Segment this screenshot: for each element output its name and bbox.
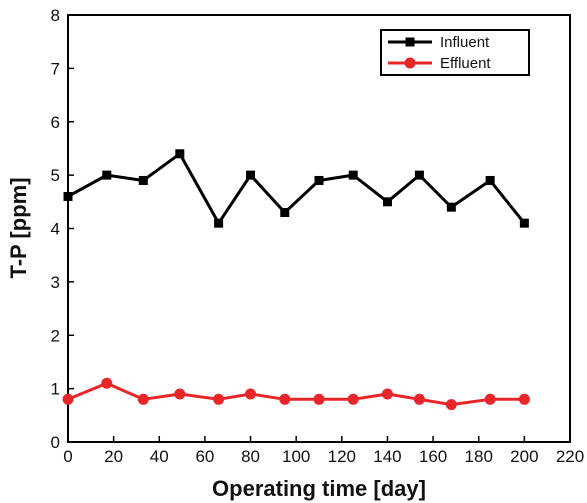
x-tick-label: 120 [328, 447, 356, 466]
effluent-point [445, 399, 457, 411]
effluent-point [347, 393, 359, 405]
influent-point [246, 170, 256, 180]
x-axis-title: Operating time [day] [212, 476, 426, 501]
effluent-point [484, 393, 496, 405]
x-tick-label: 40 [150, 447, 169, 466]
effluent-point [137, 393, 149, 405]
x-tick-label: 0 [63, 447, 72, 466]
series-influent [63, 149, 529, 228]
x-tick-label: 140 [373, 447, 401, 466]
effluent-point [245, 388, 257, 400]
x-tick-label: 100 [282, 447, 310, 466]
influent-point [485, 175, 495, 185]
x-tick-label: 180 [465, 447, 493, 466]
x-tick-label: 20 [104, 447, 123, 466]
plot-frame [67, 14, 571, 443]
influent-point [314, 175, 324, 185]
effluent-point [62, 393, 74, 405]
influent-point [175, 149, 185, 159]
y-tick-label: 1 [51, 380, 60, 399]
influent-point [446, 202, 456, 212]
x-tick-label: 160 [419, 447, 447, 466]
effluent-point [101, 377, 113, 389]
influent-point [414, 170, 424, 180]
series-effluent [62, 377, 530, 411]
legend-item-influent: Influent [388, 34, 490, 51]
influent-point [382, 197, 392, 207]
influent-point [63, 191, 73, 201]
legend-item-effluent: Effluent [388, 55, 491, 72]
influent-point [280, 207, 290, 217]
influent-point [348, 170, 358, 180]
legend-label: Effluent [440, 55, 491, 72]
y-tick-label: 7 [51, 59, 60, 78]
y-tick-label: 3 [51, 273, 60, 292]
effluent-point [279, 393, 291, 405]
y-tick-label: 2 [51, 326, 60, 345]
y-axis-title: T-P [ppm] [6, 177, 31, 278]
legend-marker [405, 37, 415, 47]
axis-ticks: 0 20 40 60 80 100 120 140 160 180 200 220 0 1 2 3 4 5 6 7 8 [51, 6, 585, 466]
effluent-point [518, 393, 530, 405]
legend: Influent Effluent [380, 29, 530, 76]
effluent-point [174, 388, 186, 400]
y-tick-label: 5 [51, 166, 60, 185]
y-tick-label: 6 [51, 113, 60, 132]
effluent-point [213, 393, 225, 405]
influent-point [138, 175, 148, 185]
influent-point [102, 170, 112, 180]
effluent-point [313, 393, 325, 405]
y-tick-label: 0 [51, 433, 60, 452]
x-tick-label: 200 [510, 447, 538, 466]
x-tick-label: 60 [195, 447, 214, 466]
y-tick-label: 8 [51, 6, 60, 25]
effluent-line [67, 381, 525, 407]
influent-point [519, 218, 529, 228]
series-layer [62, 149, 530, 411]
effluent-point [413, 393, 425, 405]
influent-point [214, 218, 224, 228]
y-tick-label: 4 [51, 220, 60, 239]
legend-label: Influent [440, 34, 490, 51]
effluent-point [381, 388, 393, 400]
x-tick-label: 220 [556, 447, 584, 466]
influent-line [67, 152, 526, 225]
x-tick-label: 80 [241, 447, 260, 466]
legend-marker [404, 57, 416, 69]
